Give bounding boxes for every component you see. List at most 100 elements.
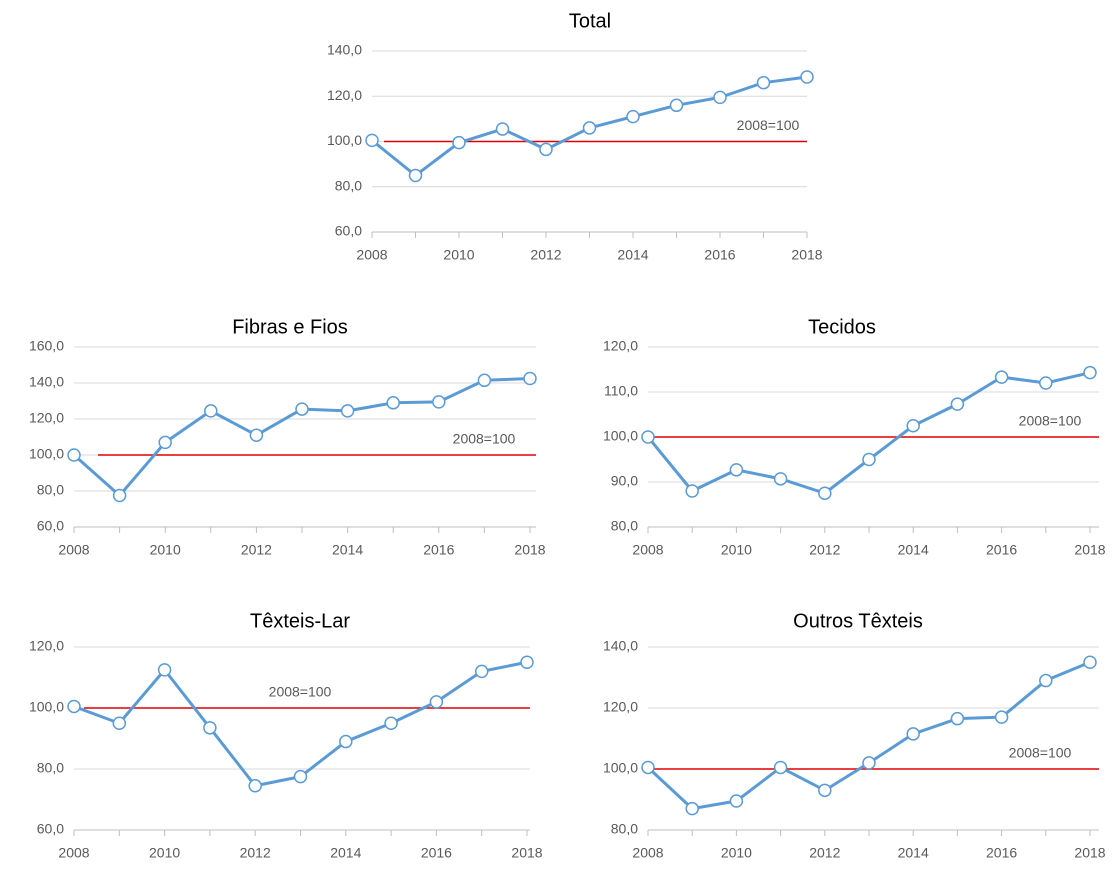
data-point bbox=[452, 135, 466, 150]
x-tick-label: 2018 bbox=[511, 845, 542, 861]
data-point bbox=[862, 756, 876, 770]
data-point bbox=[906, 727, 920, 741]
y-tick-label: 60,0 bbox=[335, 223, 362, 239]
x-tick-label: 2016 bbox=[423, 542, 454, 558]
x-tick-label: 2018 bbox=[1074, 542, 1105, 558]
y-tick-label: 100,0 bbox=[327, 132, 362, 148]
data-point bbox=[950, 711, 965, 726]
data-point bbox=[773, 472, 788, 486]
data-point bbox=[249, 428, 264, 442]
x-tick-label: 2010 bbox=[149, 845, 180, 861]
x-tick-label: 2014 bbox=[330, 845, 361, 861]
data-point bbox=[685, 801, 699, 816]
data-point bbox=[203, 721, 217, 735]
y-tick-label: 100,0 bbox=[603, 760, 638, 776]
data-point bbox=[729, 463, 744, 477]
data-point bbox=[641, 430, 655, 444]
chart-title: Têxteis-Lar bbox=[250, 610, 350, 632]
y-tick-label: 120,0 bbox=[29, 410, 64, 426]
y-tick-label: 120,0 bbox=[29, 638, 64, 654]
data-point bbox=[386, 396, 400, 410]
x-tick-label: 2012 bbox=[240, 845, 271, 861]
reference-label: 2008=100 bbox=[1009, 745, 1072, 761]
data-point bbox=[523, 371, 537, 386]
y-tick-label: 80,0 bbox=[37, 760, 64, 776]
x-tick-label: 2016 bbox=[986, 845, 1017, 861]
data-point bbox=[293, 769, 308, 784]
data-point bbox=[157, 663, 172, 677]
data-point bbox=[158, 435, 172, 450]
y-tick-label: 60,0 bbox=[37, 518, 64, 534]
x-tick-label: 2016 bbox=[421, 845, 452, 861]
data-point bbox=[67, 699, 81, 714]
data-point bbox=[112, 488, 127, 503]
series-line bbox=[646, 660, 1091, 811]
data-point bbox=[626, 109, 640, 124]
x-tick-label: 2014 bbox=[898, 542, 929, 558]
y-tick-label: 100,0 bbox=[29, 446, 64, 462]
x-tick-label: 2012 bbox=[530, 247, 561, 263]
chart-title: Total bbox=[569, 10, 611, 32]
x-tick-label: 2018 bbox=[514, 542, 545, 558]
data-point bbox=[1083, 365, 1097, 380]
x-tick-label: 2010 bbox=[721, 845, 752, 861]
data-point bbox=[495, 122, 510, 136]
data-point bbox=[248, 779, 262, 793]
x-tick-label: 2008 bbox=[58, 845, 89, 861]
data-point bbox=[818, 486, 832, 500]
data-point bbox=[994, 370, 1009, 384]
data-point bbox=[204, 404, 218, 418]
reference-label: 2008=100 bbox=[453, 431, 516, 447]
data-point bbox=[429, 695, 444, 709]
y-tick-label: 120,0 bbox=[327, 87, 362, 103]
data-point bbox=[818, 783, 832, 798]
data-point bbox=[408, 168, 423, 183]
x-tick-label: 2008 bbox=[632, 542, 663, 558]
data-point bbox=[1039, 673, 1053, 688]
series-line bbox=[73, 660, 528, 788]
data-point bbox=[432, 395, 446, 409]
y-tick-label: 110,0 bbox=[604, 383, 638, 399]
x-tick-label: 2018 bbox=[791, 247, 822, 263]
reference-label: 2008=100 bbox=[1019, 413, 1082, 429]
chart-title: Fibras e Fios bbox=[232, 316, 348, 338]
series-line bbox=[646, 371, 1091, 495]
data-point bbox=[773, 760, 788, 775]
data-point bbox=[669, 98, 684, 113]
data-point bbox=[67, 448, 81, 462]
data-point bbox=[713, 90, 727, 105]
data-point bbox=[994, 710, 1009, 724]
data-point bbox=[339, 734, 353, 749]
y-tick-label: 140,0 bbox=[29, 374, 64, 390]
x-tick-label: 2014 bbox=[898, 845, 929, 861]
y-tick-label: 140,0 bbox=[327, 42, 362, 58]
data-point bbox=[582, 121, 597, 135]
x-tick-label: 2018 bbox=[1074, 845, 1105, 861]
x-tick-label: 2008 bbox=[356, 247, 387, 263]
x-tick-label: 2012 bbox=[241, 542, 272, 558]
data-point bbox=[641, 760, 655, 775]
data-point bbox=[340, 404, 355, 418]
y-tick-label: 80,0 bbox=[335, 177, 362, 193]
x-tick-label: 2012 bbox=[809, 845, 840, 861]
data-point bbox=[685, 484, 699, 498]
x-tick-label: 2014 bbox=[617, 247, 648, 263]
y-tick-label: 140,0 bbox=[603, 638, 638, 654]
x-tick-label: 2010 bbox=[443, 247, 474, 263]
y-tick-label: 100,0 bbox=[29, 699, 64, 715]
y-tick-label: 60,0 bbox=[37, 821, 64, 837]
y-tick-label: 160,0 bbox=[29, 338, 64, 354]
reference-label: 2008=100 bbox=[269, 684, 332, 700]
data-point bbox=[112, 716, 127, 730]
x-tick-label: 2012 bbox=[809, 542, 840, 558]
data-point bbox=[520, 655, 534, 669]
reference-label: 2008=100 bbox=[737, 117, 800, 133]
data-point bbox=[539, 142, 553, 157]
chart-title: Outros Têxteis bbox=[793, 610, 923, 632]
chart-title: Tecidos bbox=[808, 316, 876, 338]
data-point bbox=[862, 452, 876, 467]
data-point bbox=[295, 402, 309, 416]
y-tick-label: 80,0 bbox=[611, 821, 638, 837]
data-point bbox=[756, 75, 771, 90]
